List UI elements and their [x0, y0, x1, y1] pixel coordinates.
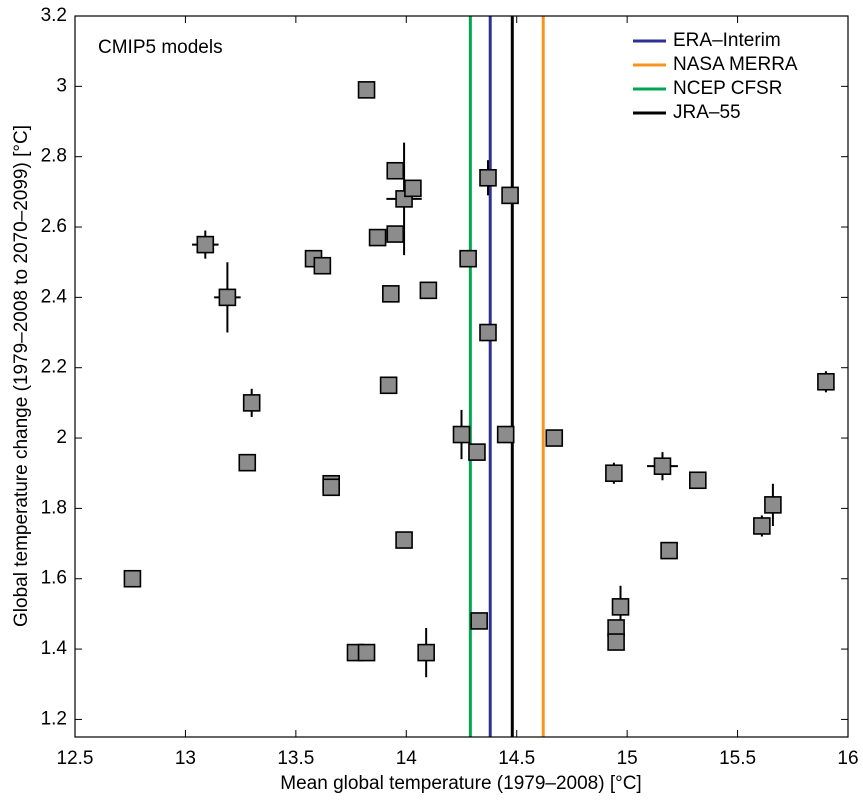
- x-tick-label: 15: [617, 748, 638, 769]
- y-tick-label: 3: [56, 75, 67, 96]
- x-tick-label: 12.5: [57, 748, 94, 769]
- point: [470, 612, 488, 630]
- point: [242, 394, 261, 412]
- point: [753, 517, 771, 535]
- point: [479, 323, 497, 342]
- x-tick-label: 13: [175, 748, 196, 769]
- point: [607, 633, 625, 651]
- point: [419, 281, 438, 300]
- point: [322, 478, 340, 497]
- point: [417, 643, 435, 662]
- x-tick-label: 13.5: [277, 748, 314, 769]
- legend-label: JRA–55: [673, 102, 741, 123]
- y-tick-label: 2.6: [41, 216, 67, 237]
- point: [218, 288, 237, 307]
- x-axis-label: Mean global temperature (1979–2008) [°C]: [280, 773, 641, 794]
- legend-label: ERA–Interim: [673, 30, 781, 51]
- point: [660, 541, 678, 560]
- point: [545, 429, 564, 447]
- point: [379, 376, 398, 395]
- point: [764, 496, 782, 514]
- point: [605, 464, 623, 483]
- point: [611, 598, 630, 616]
- legend-label: NASA MERRA: [673, 54, 798, 75]
- x-tick-label: 16: [837, 748, 858, 769]
- point: [368, 228, 387, 247]
- point: [501, 186, 519, 205]
- point: [479, 168, 497, 187]
- point: [238, 453, 257, 472]
- point: [196, 235, 215, 254]
- point: [357, 643, 376, 662]
- point: [386, 161, 405, 180]
- y-tick-label: 3.2: [41, 5, 67, 26]
- y-tick-label: 2: [56, 427, 67, 448]
- plot-frame: [74, 15, 849, 738]
- y-tick-label: 2.2: [41, 357, 67, 378]
- y-tick-label: 1.6: [41, 568, 67, 589]
- point: [452, 425, 471, 444]
- x-tick-label: 14.5: [498, 748, 535, 769]
- point: [496, 425, 515, 444]
- point: [468, 443, 486, 461]
- y-tick-label: 2.8: [41, 146, 67, 167]
- legend-label: NCEP CFSR: [673, 78, 782, 99]
- point: [357, 81, 376, 99]
- point: [313, 256, 332, 275]
- point: [689, 471, 707, 490]
- y-tick-label: 1.2: [41, 708, 67, 729]
- y-tick-label: 2.4: [41, 286, 68, 307]
- point: [382, 285, 400, 303]
- point: [123, 569, 142, 588]
- point: [404, 179, 422, 198]
- point: [653, 457, 672, 475]
- point: [817, 372, 835, 391]
- point: [386, 225, 405, 243]
- y-tick-label: 1.4: [41, 638, 68, 659]
- y-tick-label: 1.8: [41, 497, 67, 518]
- y-axis-label: Global temperature change (1979–2008 to …: [11, 125, 32, 627]
- point: [395, 531, 413, 549]
- point: [459, 249, 477, 268]
- x-tick-label: 14: [396, 748, 418, 769]
- x-tick-label: 15.5: [719, 748, 756, 769]
- annotation: CMIP5 models: [98, 37, 223, 58]
